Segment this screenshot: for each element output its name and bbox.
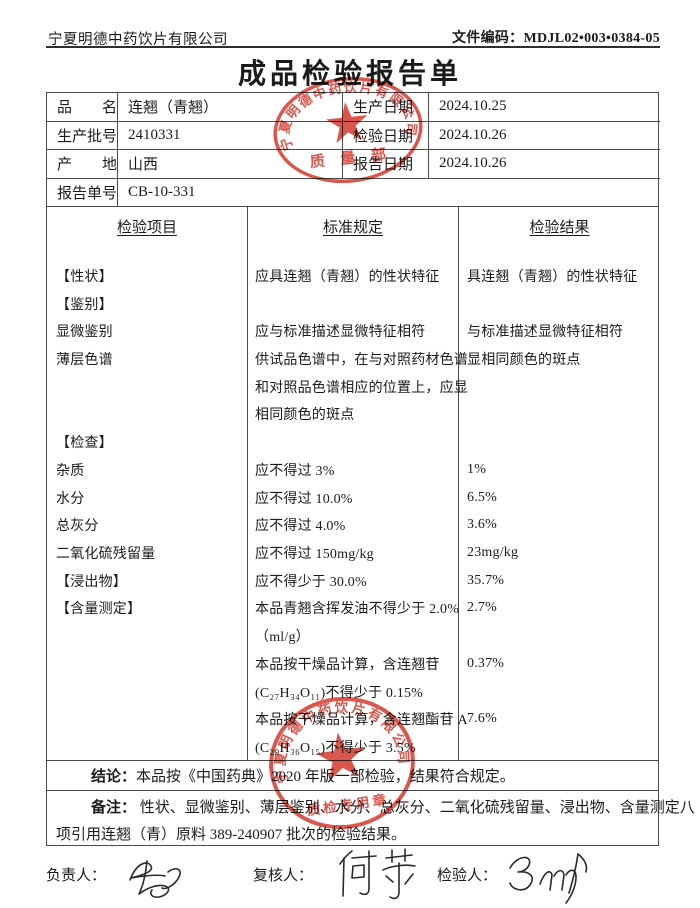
- remark-line2: 项引用连翘（青）原料 389-240907 批次的检验结果。: [56, 827, 406, 843]
- table-cell: 本品按干燥品计算，含连翘酯苷 A: [248, 705, 468, 734]
- table-cell: [459, 428, 660, 456]
- table-cell: (C₂₉H₃₆O₁₅)不得少于 3.5%: [248, 733, 459, 761]
- table-cell: 本品青翘含挥发油不得少于 2.0%: [248, 594, 459, 623]
- remark-label: 备注：: [91, 800, 137, 816]
- table-cell: 7.6%: [467, 711, 497, 727]
- table-cell: 供试品色谱中，在与对照药材色谱: [248, 345, 468, 373]
- table-cell: [248, 289, 459, 318]
- conclusion-label: 结论：: [91, 769, 137, 785]
- table-cell: （ml/g）: [248, 622, 459, 651]
- table-cell: 杂质: [47, 456, 248, 484]
- table-cell: [47, 622, 248, 651]
- table-cell: 【检查】: [47, 428, 248, 457]
- page-title: 成品检验报告单: [237, 59, 462, 90]
- reviewer-label: 复核人：: [253, 868, 314, 884]
- table-cell: 总灰分: [47, 511, 248, 540]
- table-cell: 薄层色谱: [47, 345, 248, 373]
- table-cell: 显相同颜色的斑点: [467, 353, 581, 369]
- info-label: 生产日期: [343, 93, 429, 122]
- report-sheet: 品 名 连翘（青翘） 生产日期 2024.10.25 生产批号 2410331 …: [46, 92, 695, 847]
- table-cell: 【浸出物】: [47, 566, 248, 595]
- table-cell: [459, 622, 660, 650]
- info-value: 连翘（青翘）: [118, 93, 343, 122]
- table-cell: 本品按干燥品计算，含连翘苷: [248, 650, 459, 678]
- info-label: 报告日期: [343, 150, 429, 179]
- header-rule: [46, 46, 660, 48]
- remark-row: 备注： 性状、显微鉴别、薄层鉴别、水分、总灰分、二氧化硫残留量、浸出物、含量测定…: [47, 790, 695, 847]
- table-cell: 应与标准描述显微特征相符: [248, 317, 459, 346]
- info-value: 2410331: [118, 121, 343, 150]
- table-cell: 【鉴别】: [47, 289, 248, 318]
- table-cell: 35.7%: [467, 572, 505, 588]
- responsible-signature: [129, 860, 181, 898]
- info-label: 报告单号: [47, 178, 118, 206]
- table-cell: 应具连翘（青翘）的性状特征: [248, 262, 459, 290]
- table-cell: 2.7%: [467, 600, 497, 616]
- table-cell: [47, 372, 248, 401]
- reviewer-signature: [339, 848, 416, 900]
- table-cell: 1%: [467, 461, 487, 477]
- table-cell: [47, 677, 248, 706]
- table-cell: 应不得少于 30.0%: [248, 566, 459, 595]
- info-label: 品 名: [47, 93, 118, 122]
- table-cell: [47, 733, 248, 761]
- inspector-label: 检验人：: [437, 868, 498, 884]
- table-cell: [459, 373, 660, 401]
- column-header: 检验结果: [529, 220, 590, 236]
- table-cell: 应不得过 150mg/kg: [248, 539, 459, 567]
- table-cell: 水分: [47, 483, 248, 512]
- table-cell: 【性状】: [47, 262, 248, 290]
- table-cell: [47, 650, 248, 678]
- conclusion-row: 结论： 本品按《中国药典》2020 年版一部检验，结果符合规定。: [47, 760, 658, 790]
- conclusion-text: 本品按《中国药典》2020 年版一部检验，结果符合规定。: [136, 769, 515, 785]
- table-cell: (C₂₇H₃₄O₁₁)不得少于 0.15%: [248, 677, 459, 706]
- table-cell: 应不得过 10.0%: [248, 483, 459, 512]
- table-cell: 二氧化硫残留量: [47, 539, 248, 567]
- info-value: CB-10-331: [128, 183, 196, 200]
- column-header: 标准规定: [248, 207, 459, 262]
- info-value: 2024.10.26: [429, 150, 660, 179]
- info-table: 品 名 连翘（青翘） 生产日期 2024.10.25 生产批号 2410331 …: [47, 93, 660, 206]
- table-cell: 0.37%: [467, 655, 505, 671]
- table-cell: 3.6%: [467, 517, 497, 533]
- document-code: 文件编码：MDJL02•003•0384-05: [451, 31, 660, 46]
- table-cell: 【含量测定】: [47, 594, 248, 623]
- table-cell: 相同颜色的斑点: [248, 400, 459, 429]
- table-cell: 23mg/kg: [467, 545, 519, 561]
- info-value: 2024.10.25: [429, 93, 660, 122]
- table-cell: [248, 428, 459, 457]
- table-cell: 和对照品色谱相应的位置上，应显: [248, 372, 468, 401]
- table-cell: [459, 401, 660, 429]
- table-cell: 与标准描述显微特征相符: [467, 325, 624, 341]
- main-table: 检验项目 标准规定 检验结果 【性状】 应具连翘（青翘）的性状特征 具连翘（青翘）的…: [47, 206, 660, 761]
- table-cell: 6.5%: [467, 489, 497, 505]
- table-cell: [459, 733, 660, 761]
- info-value: 山西: [118, 150, 343, 179]
- table-cell: [47, 705, 248, 734]
- remark-line1: 性状、显微鉴别、薄层鉴别、水分、总灰分、二氧化硫残留量、浸出物、含量测定八: [139, 800, 695, 816]
- responsible-label: 负责人：: [46, 868, 107, 884]
- info-value: 2024.10.26: [429, 122, 660, 150]
- column-header: 检验项目: [47, 207, 248, 262]
- inspector-signature: [509, 853, 588, 904]
- table-cell: 应不得过 3%: [248, 456, 459, 484]
- table-cell: [47, 400, 248, 429]
- table-cell: 具连翘（青翘）的性状特征: [467, 269, 638, 285]
- table-cell: 显微鉴别: [47, 317, 248, 346]
- info-label: 产 地: [47, 150, 118, 179]
- table-cell: [459, 678, 660, 706]
- info-label: 生产批号: [47, 121, 118, 150]
- signature-row: 负责人： 复核人： 检验人：: [0, 848, 700, 908]
- table-cell: 应不得过 4.0%: [248, 511, 459, 540]
- table-cell: [459, 290, 660, 318]
- info-label: 检验日期: [343, 121, 429, 150]
- company-name: 宁夏明德中药饮片有限公司: [48, 32, 228, 48]
